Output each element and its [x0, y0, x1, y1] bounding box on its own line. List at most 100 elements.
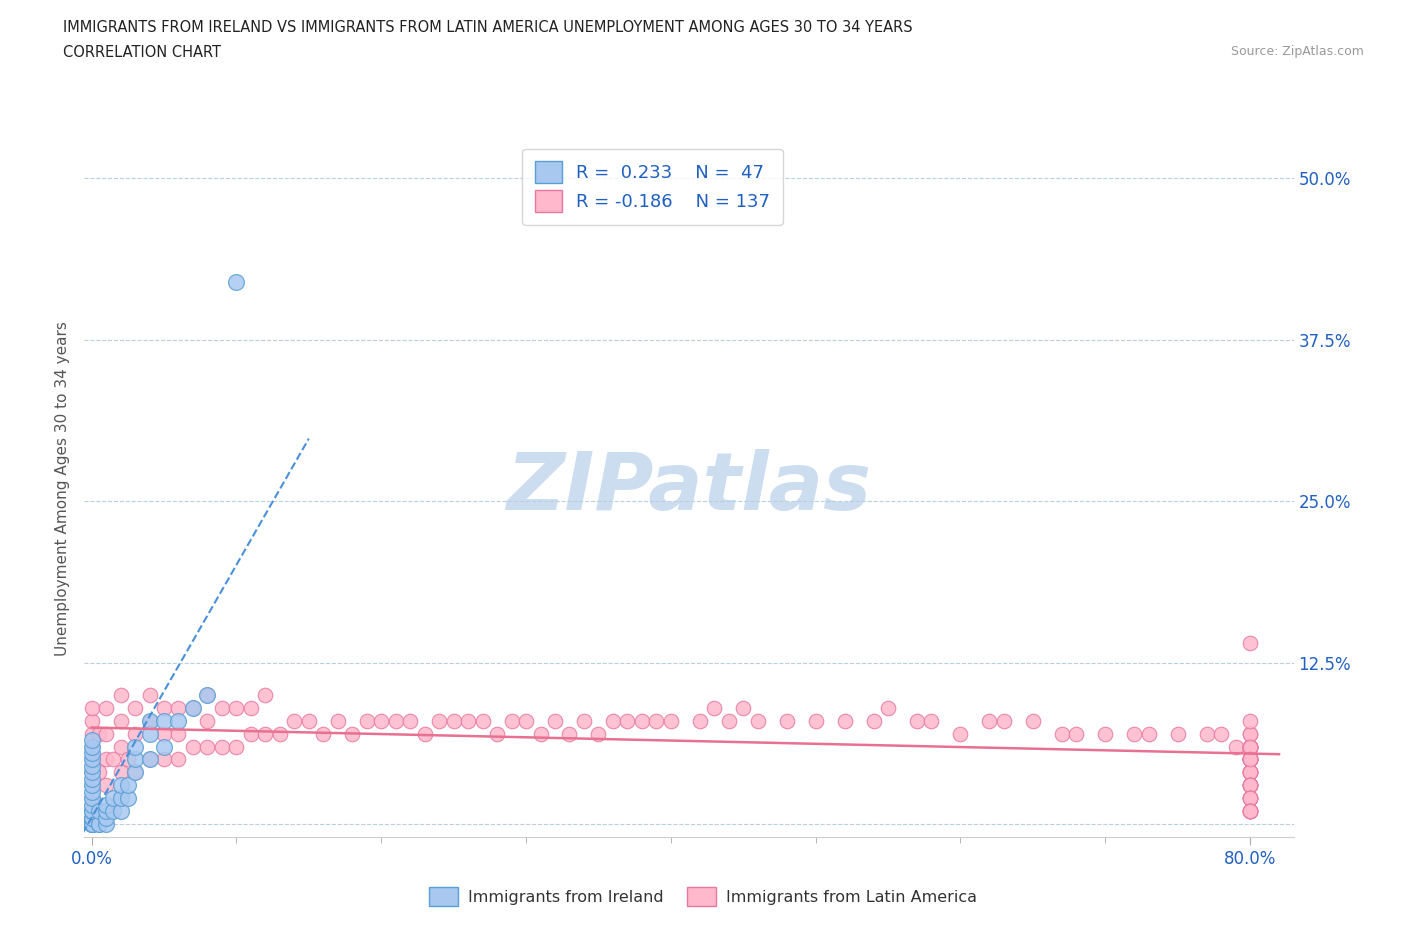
Point: [1239, 765, 1261, 780]
Point: [94, 726, 117, 741]
Point: [80, 746, 103, 761]
Point: [1239, 636, 1261, 651]
Point: [921, 713, 943, 728]
Point: [138, 687, 160, 702]
Point: [1225, 739, 1247, 754]
Point: [153, 739, 176, 754]
Point: [197, 687, 219, 702]
Point: [80, 817, 103, 831]
Point: [103, 752, 125, 767]
Point: [94, 752, 117, 767]
Point: [80, 817, 103, 831]
Point: [558, 726, 581, 741]
Point: [1239, 765, 1261, 780]
Point: [87, 817, 110, 831]
Point: [181, 700, 204, 715]
Point: [110, 790, 132, 805]
Point: [1123, 726, 1146, 741]
Point: [110, 777, 132, 792]
Point: [1239, 752, 1261, 767]
Point: [1239, 765, 1261, 780]
Point: [572, 713, 595, 728]
Point: [413, 726, 436, 741]
Point: [399, 713, 422, 728]
Point: [631, 713, 654, 728]
Point: [181, 700, 204, 715]
Point: [1239, 804, 1261, 818]
Point: [110, 687, 132, 702]
Point: [1239, 739, 1261, 754]
Point: [124, 700, 146, 715]
Point: [1239, 804, 1261, 818]
Point: [1239, 752, 1261, 767]
Point: [1239, 713, 1261, 728]
Point: [1239, 726, 1261, 741]
Point: [342, 726, 364, 741]
Point: [486, 726, 509, 741]
Point: [124, 726, 146, 741]
Point: [80, 700, 103, 715]
Point: [138, 752, 160, 767]
Point: [80, 772, 103, 787]
Point: [80, 726, 103, 741]
Point: [124, 752, 146, 767]
Point: [153, 726, 176, 741]
Point: [167, 752, 190, 767]
Y-axis label: Unemployment Among Ages 30 to 34 years: Unemployment Among Ages 30 to 34 years: [55, 321, 70, 656]
Point: [471, 713, 494, 728]
Point: [1239, 777, 1261, 792]
Point: [1239, 739, 1261, 754]
Point: [80, 733, 103, 748]
Point: [326, 713, 349, 728]
Point: [616, 713, 638, 728]
Point: [1050, 726, 1073, 741]
Point: [1239, 739, 1261, 754]
Point: [834, 713, 856, 728]
Legend: R =  0.233    N =  47, R = -0.186    N = 137: R = 0.233 N = 47, R = -0.186 N = 137: [522, 149, 783, 225]
Point: [1239, 777, 1261, 792]
Point: [239, 700, 262, 715]
Point: [269, 726, 291, 741]
Point: [1239, 752, 1261, 767]
Point: [443, 713, 465, 728]
Point: [804, 713, 827, 728]
Point: [87, 804, 110, 818]
Point: [717, 713, 740, 728]
Point: [1239, 739, 1261, 754]
Point: [80, 790, 103, 805]
Point: [1022, 713, 1045, 728]
Point: [776, 713, 799, 728]
Text: ZIPatlas: ZIPatlas: [506, 449, 872, 527]
Point: [689, 713, 711, 728]
Point: [197, 687, 219, 702]
Point: [197, 713, 219, 728]
Point: [1239, 752, 1261, 767]
Point: [110, 713, 132, 728]
Point: [1239, 777, 1261, 792]
Point: [239, 726, 262, 741]
Point: [283, 713, 305, 728]
Point: [733, 700, 755, 715]
Point: [80, 784, 103, 799]
Point: [1239, 790, 1261, 805]
Point: [80, 739, 103, 754]
Point: [1239, 777, 1261, 792]
Point: [225, 274, 247, 289]
Point: [1239, 790, 1261, 805]
Point: [1211, 726, 1233, 741]
Legend: Immigrants from Ireland, Immigrants from Latin America: Immigrants from Ireland, Immigrants from…: [423, 881, 983, 912]
Point: [211, 739, 233, 754]
Point: [94, 804, 117, 818]
Point: [87, 726, 110, 741]
Point: [103, 790, 125, 805]
Point: [153, 700, 176, 715]
Point: [94, 810, 117, 825]
Point: [80, 739, 103, 754]
Point: [117, 752, 139, 767]
Point: [993, 713, 1015, 728]
Point: [515, 713, 537, 728]
Point: [197, 739, 219, 754]
Point: [979, 713, 1001, 728]
Point: [80, 817, 103, 831]
Point: [225, 739, 247, 754]
